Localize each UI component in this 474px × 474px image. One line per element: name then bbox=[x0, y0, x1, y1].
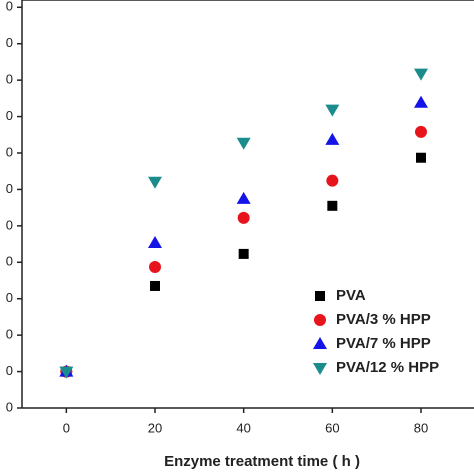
marker-triangle-down bbox=[59, 366, 74, 379]
marker-triangle-up bbox=[148, 235, 162, 248]
legend-label: PVA/3 % HPP bbox=[336, 311, 431, 328]
y-tick-label: 0 bbox=[6, 217, 13, 232]
y-tick-label: 0 bbox=[6, 363, 13, 378]
marker-square bbox=[150, 280, 160, 291]
y-tick-label: 0 bbox=[6, 181, 13, 196]
legend-label: PVA/7 % HPP bbox=[336, 335, 431, 352]
marker-triangle-up bbox=[325, 132, 340, 145]
marker-triangle-up bbox=[236, 191, 251, 204]
marker-square bbox=[416, 152, 426, 163]
marker-triangle-down bbox=[148, 176, 162, 189]
legend-label: PVA bbox=[336, 287, 366, 304]
y-tick-label: 0 bbox=[6, 0, 13, 14]
y-tick-label: 0 bbox=[6, 290, 13, 305]
y-tick-label: 0 bbox=[6, 144, 13, 159]
y-tick-label: 0 bbox=[6, 254, 13, 269]
legend-marker bbox=[313, 337, 327, 349]
marker-circle bbox=[149, 261, 161, 274]
marker-square bbox=[327, 200, 338, 211]
marker-square bbox=[238, 248, 249, 259]
legend-marker bbox=[313, 363, 327, 375]
x-tick-label: 60 bbox=[325, 420, 339, 435]
legend-marker bbox=[314, 314, 326, 326]
marker-circle bbox=[415, 125, 427, 138]
marker-triangle-down bbox=[325, 104, 340, 117]
x-tick-label: 0 bbox=[63, 420, 70, 435]
y-tick-label: 0 bbox=[6, 108, 13, 123]
marker-circle bbox=[237, 211, 250, 224]
y-tick-label: 0 bbox=[6, 72, 13, 87]
x-tick-label: 80 bbox=[414, 420, 428, 435]
x-tick-label: 20 bbox=[148, 420, 162, 435]
marker-triangle-down bbox=[414, 68, 428, 81]
marker-triangle-down bbox=[236, 137, 251, 150]
legend-label: PVA/12 % HPP bbox=[336, 359, 439, 376]
marker-circle bbox=[326, 174, 339, 187]
x-tick-label: 40 bbox=[236, 420, 250, 435]
y-tick-label: 0 bbox=[6, 399, 13, 414]
y-tick-label: 0 bbox=[6, 35, 13, 50]
x-axis-label: Enzyme treatment time ( h ) bbox=[164, 453, 360, 470]
marker-triangle-up bbox=[414, 95, 428, 108]
y-tick-label: 0 bbox=[6, 327, 13, 342]
legend-marker bbox=[315, 291, 325, 301]
